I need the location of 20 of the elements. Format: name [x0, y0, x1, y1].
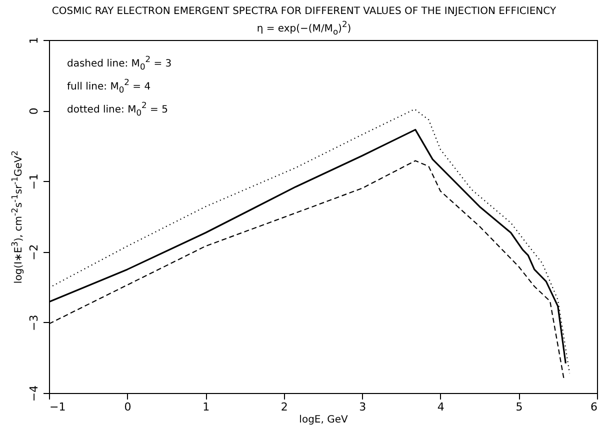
- y-tick-label: 1: [28, 37, 40, 44]
- annotation: dashed line: M$_{0}$$^{2}$ = 3: [67, 54, 172, 72]
- y-tick-label: −2: [28, 244, 40, 260]
- y-tick-label: −1: [28, 174, 40, 190]
- annotation: dotted line: M$_{0}$$^{2}$ = 5: [67, 100, 168, 118]
- x-tick-label: 4: [437, 400, 444, 414]
- x-tick-label: 6: [590, 400, 598, 414]
- annotation: full line: M$_{0}$$^{2}$ = 4: [67, 77, 151, 94]
- chart-subtitle: η = exp(−(M/M$_{o}$)$^{2}$): [256, 19, 352, 36]
- x-tick-label: 5: [516, 400, 523, 414]
- x-tick-label: 0: [124, 400, 132, 414]
- y-tick-label: −4: [28, 385, 40, 402]
- chart-title: COSMIC RAY ELECTRON EMERGENT SPECTRA FOR DIFFERENT VALUES OF THE INJECTION EFFICIENCY: [50, 6, 558, 17]
- x-tick-label: 3: [359, 400, 366, 414]
- x-tick-label: −1: [50, 400, 66, 414]
- y-tick-label: 0: [28, 108, 40, 115]
- x-tick-label: 1: [202, 400, 210, 414]
- x-axis-title: logE, GeV: [299, 414, 348, 425]
- y-tick-label: −3: [28, 314, 40, 332]
- x-tick-label: 2: [280, 400, 288, 414]
